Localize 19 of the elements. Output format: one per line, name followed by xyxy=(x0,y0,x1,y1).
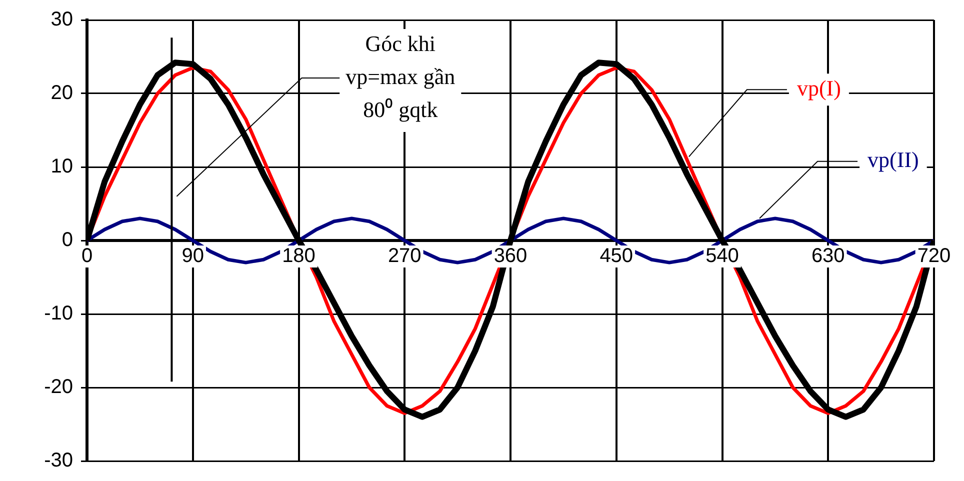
y-tick-label: -30 xyxy=(44,450,73,472)
y-tick-label: 30 xyxy=(50,8,73,31)
x-tick-label: 90 xyxy=(182,245,204,268)
text: vp(II) xyxy=(868,147,919,172)
x-tick-label: 270 xyxy=(388,245,422,268)
x-tick-label: 720 xyxy=(917,245,951,268)
y-tick-label: 10 xyxy=(50,156,73,178)
text: vp(I) xyxy=(796,75,841,100)
x-tick-label: 360 xyxy=(494,245,528,268)
y-tick-label: 0 xyxy=(62,229,73,252)
x-tick-label: 540 xyxy=(706,245,739,268)
y-tick-label: 20 xyxy=(50,82,73,104)
ref-line-label: Góc khi vp=max gần 80⁰ gqtk xyxy=(346,30,456,122)
x-tick-label: 450 xyxy=(600,245,634,268)
x-tick-label: 0 xyxy=(81,245,93,268)
x-tick-label: 630 xyxy=(811,245,845,268)
y-tick-label: -20 xyxy=(44,376,73,398)
x-tick-label: 180 xyxy=(282,245,316,268)
y-tick-label: -10 xyxy=(44,302,73,325)
